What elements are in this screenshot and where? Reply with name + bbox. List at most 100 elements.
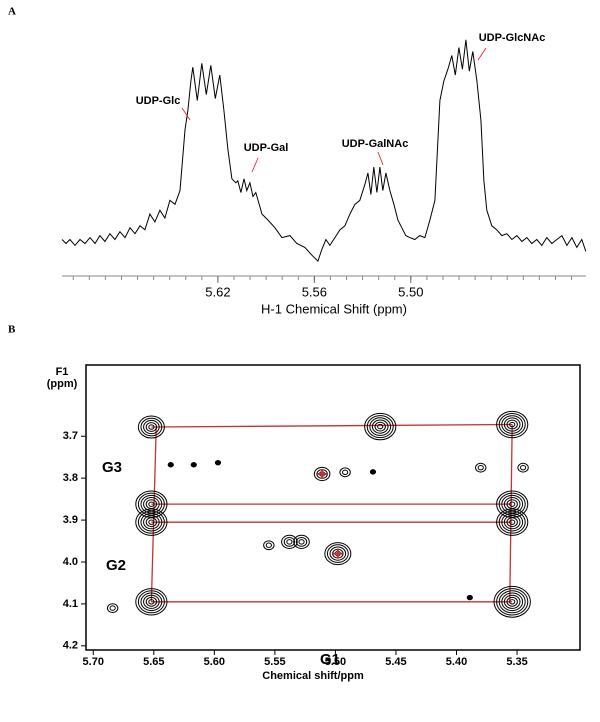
contour [517, 462, 529, 473]
y-tick-label: 4.0 [63, 556, 78, 568]
contour [503, 417, 521, 432]
x-tick-label: 5.50 [325, 656, 346, 668]
contour [509, 519, 516, 525]
contour [145, 422, 158, 432]
y-tick-label: 4.1 [63, 598, 78, 610]
contour [509, 421, 516, 428]
x-tick-label: 5.40 [446, 656, 467, 668]
contour [503, 594, 521, 609]
contour [496, 410, 529, 439]
contour [501, 415, 524, 434]
contour [519, 464, 527, 471]
contour [145, 596, 158, 607]
x-tick-label: 5.55 [264, 656, 285, 668]
contour [498, 590, 526, 614]
plot-frame [85, 364, 581, 651]
contour [281, 534, 298, 549]
contour [493, 585, 531, 618]
contour [143, 515, 160, 530]
contour [137, 510, 165, 534]
contour [135, 588, 168, 616]
contour [501, 592, 524, 612]
contour [369, 417, 392, 436]
contour [214, 459, 222, 466]
contour [106, 603, 119, 613]
contour [496, 508, 529, 536]
annotation: UDP-Gal [244, 142, 289, 154]
contour [263, 540, 275, 551]
x-tick-label: 5.60 [204, 656, 225, 668]
contour [148, 519, 155, 525]
contour [137, 415, 165, 439]
annotation: G3 [102, 459, 122, 476]
x-tick-label: 5.35 [506, 656, 527, 668]
connection-line [151, 423, 513, 428]
contour [283, 536, 296, 547]
contour [298, 539, 305, 545]
contour [143, 419, 160, 435]
x-tick-label: 5.56 [302, 284, 327, 299]
x-axis-label: Chemical shift/ppm [262, 670, 364, 682]
contour [329, 546, 347, 561]
contour [265, 542, 272, 548]
annotation: UDP-Glc [136, 95, 181, 107]
annotation: UDP-GalNAc [342, 138, 409, 150]
contour [109, 605, 116, 611]
contour [140, 592, 163, 612]
x-tick-label: 5.62 [205, 284, 230, 299]
contour [366, 415, 394, 439]
annotation-leader [181, 107, 191, 121]
x-tick-label: 5.65 [143, 656, 164, 668]
cross-marker [332, 548, 343, 559]
panel-label: A [8, 6, 16, 18]
contour [140, 512, 163, 532]
contour [509, 501, 516, 507]
contour [371, 419, 389, 434]
contour [503, 515, 521, 530]
spectrum [61, 39, 587, 263]
x-axis-label: H-1 Chemical Shift (ppm) [261, 301, 407, 316]
x-tick-label: 5.70 [83, 656, 104, 668]
y-tick-label: 3.8 [63, 472, 78, 484]
annotation: G1 [320, 651, 340, 668]
contour [339, 467, 351, 478]
contour [374, 421, 386, 432]
annotation-leader [251, 157, 259, 173]
contour [140, 417, 163, 437]
contour [364, 412, 397, 441]
contour [466, 594, 473, 601]
annotation: UDP-GlcNAc [479, 32, 546, 44]
contour [145, 517, 158, 528]
y-tick-label: 3.9 [63, 514, 78, 526]
contour [148, 501, 155, 507]
annotation-leader [477, 47, 487, 61]
y-axis-label: (ppm) [47, 378, 78, 390]
contour [477, 464, 484, 471]
annotation-leader [377, 151, 384, 166]
y-tick-label: 3.7 [63, 430, 78, 442]
contour [190, 462, 197, 468]
contour [324, 542, 352, 566]
panel-label: B [8, 324, 16, 336]
contour [148, 599, 155, 605]
contour [148, 424, 155, 430]
contour [313, 466, 331, 482]
annotation: G2 [106, 557, 126, 574]
y-axis-label: F1 [56, 366, 69, 378]
y-tick-label: 4.2 [63, 640, 78, 652]
contour [501, 512, 524, 532]
contour [295, 536, 308, 547]
contour [377, 423, 384, 430]
contour [475, 462, 487, 473]
cross-marker [317, 468, 328, 479]
x-tick-label: 5.50 [398, 284, 423, 299]
contour [498, 413, 526, 437]
contour [506, 419, 518, 430]
contour [167, 462, 174, 468]
contour [342, 469, 349, 475]
contour [326, 544, 349, 563]
contour [143, 594, 160, 609]
x-tick-label: 5.45 [385, 656, 406, 668]
contour [506, 517, 518, 528]
